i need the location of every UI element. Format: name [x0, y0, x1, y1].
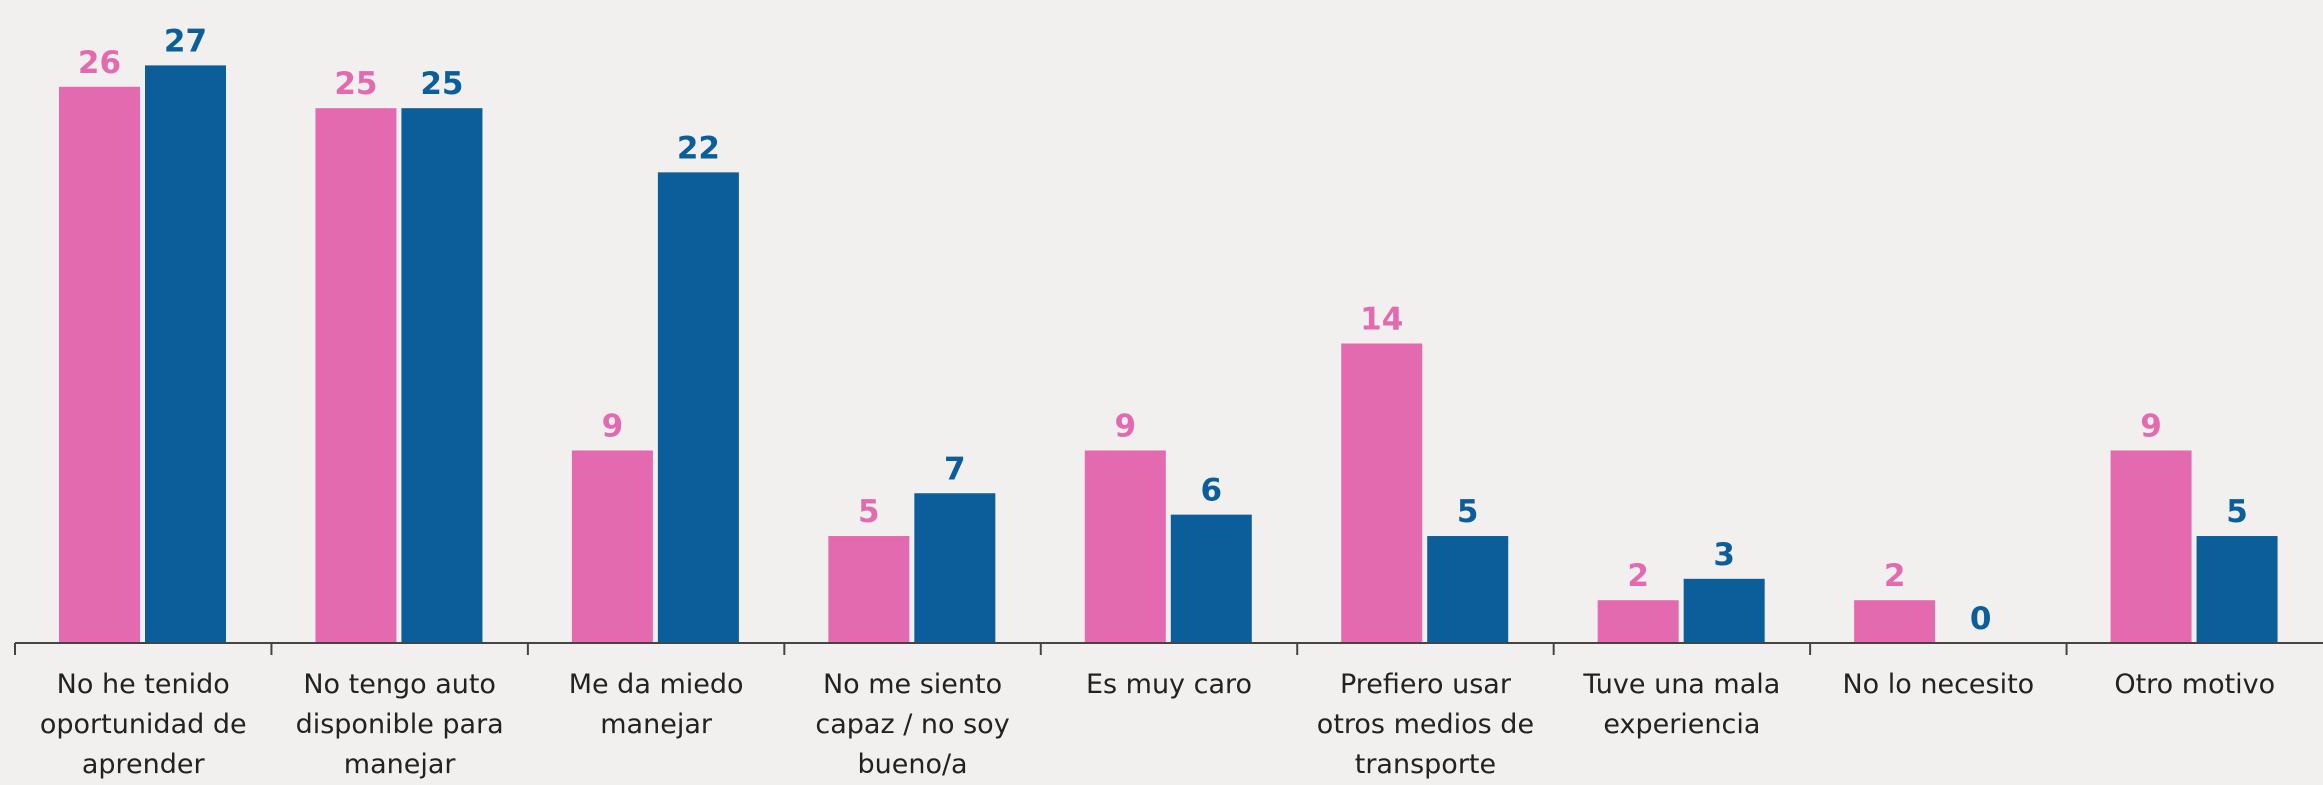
- value-label: 9: [1114, 408, 1136, 444]
- bar: [1597, 600, 1679, 643]
- bar: [145, 65, 226, 643]
- bar: [2110, 450, 2192, 643]
- x-tick-label: Me da miedo manejar: [568, 669, 744, 740]
- x-tick-label: No me siento capaz / no soy bueno/a: [815, 669, 1010, 780]
- bar: [315, 108, 397, 643]
- bar: [2196, 536, 2278, 643]
- value-label: 22: [677, 130, 720, 166]
- value-label: 5: [858, 494, 880, 530]
- bar: [571, 450, 653, 643]
- bar: [914, 493, 996, 643]
- value-label: 25: [420, 66, 463, 102]
- x-tick-label: Otro motivo: [2114, 669, 2276, 700]
- bar: [59, 86, 140, 644]
- value-label: 5: [2226, 494, 2248, 530]
- bar: [401, 108, 483, 643]
- value-label: 6: [1200, 473, 1222, 509]
- x-tick-label: Tuve una mala experiencia: [1583, 669, 1781, 740]
- value-label: 7: [944, 451, 966, 487]
- value-label: 27: [164, 23, 207, 59]
- bar: [1084, 450, 1166, 643]
- bar: [657, 172, 739, 643]
- value-label: 2: [1884, 558, 1906, 594]
- bar: [1427, 536, 1509, 643]
- value-label: 14: [1360, 302, 1403, 338]
- value-label: 0: [1970, 601, 1992, 637]
- value-label: 9: [602, 408, 624, 444]
- x-tick-label: Prefiero usar otros medios de transporte: [1316, 669, 1535, 780]
- x-tick-label: No he tenido oportunidad de aprender: [39, 669, 247, 780]
- x-tick-label: No lo necesito: [1842, 669, 2035, 700]
- bar: [828, 536, 910, 643]
- value-label: 2: [1627, 558, 1649, 594]
- bar: [1341, 343, 1423, 643]
- x-tick-label: No tengo auto disponible para manejar: [295, 669, 504, 780]
- value-label: 3: [1713, 537, 1735, 573]
- value-label: 25: [334, 66, 377, 102]
- x-tick-label: Es muy caro: [1085, 669, 1253, 700]
- bar: [1854, 600, 1936, 643]
- value-label: 9: [2140, 408, 2162, 444]
- bar: [1170, 514, 1252, 643]
- value-label: 26: [78, 45, 121, 81]
- bar: [1683, 578, 1765, 643]
- value-label: 5: [1457, 494, 1479, 530]
